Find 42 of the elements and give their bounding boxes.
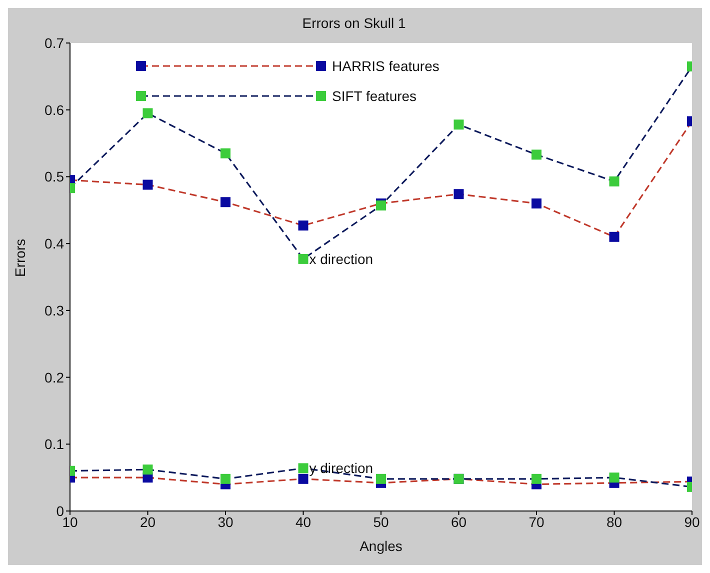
y-tick-label: 0.5: [44, 168, 64, 185]
x-tick-label: 50: [373, 514, 389, 530]
point: [454, 189, 464, 200]
point: [220, 197, 230, 208]
point: [609, 232, 620, 242]
x-tick-label: 70: [528, 514, 544, 530]
x-tick-label: 90: [684, 514, 700, 530]
point: [376, 474, 386, 484]
y-tick-label: 0.3: [44, 302, 64, 318]
legend-label: HARRIS features: [332, 58, 440, 74]
point: [220, 474, 230, 484]
y-tick-label: 0: [56, 502, 64, 519]
point: [454, 120, 464, 130]
legend-label: SIFT features: [332, 88, 417, 104]
x-tick-label: 10: [62, 514, 78, 530]
point: [220, 148, 230, 158]
x-tick-label: 40: [295, 514, 312, 530]
point: [142, 180, 153, 190]
y-tick-label: 0.6: [44, 102, 64, 118]
annotation: x direction: [309, 250, 374, 267]
point: [609, 176, 620, 186]
y-tick-label: 0.2: [44, 369, 64, 386]
point: [142, 108, 153, 118]
x-axis-title: Angles: [360, 538, 402, 554]
y-tick-label: 0.1: [44, 436, 64, 452]
point: [532, 198, 542, 208]
point: [532, 150, 542, 160]
point: [298, 474, 308, 484]
y-tick-label: 0.7: [44, 34, 64, 51]
x-tick-label: 20: [140, 514, 156, 530]
x-tick-label: 60: [450, 514, 467, 530]
point: [298, 463, 308, 474]
point: [142, 464, 153, 475]
point: [609, 472, 620, 483]
x-tick-label: 80: [606, 514, 622, 530]
y-axis-title: Errors: [12, 238, 28, 277]
x-tick-label: 30: [218, 514, 234, 530]
point: [298, 254, 308, 264]
chart-title: Errors on Skull 1: [302, 15, 406, 31]
y-tick-label: 0.4: [44, 236, 64, 252]
point: [532, 474, 542, 484]
point: [298, 220, 308, 231]
